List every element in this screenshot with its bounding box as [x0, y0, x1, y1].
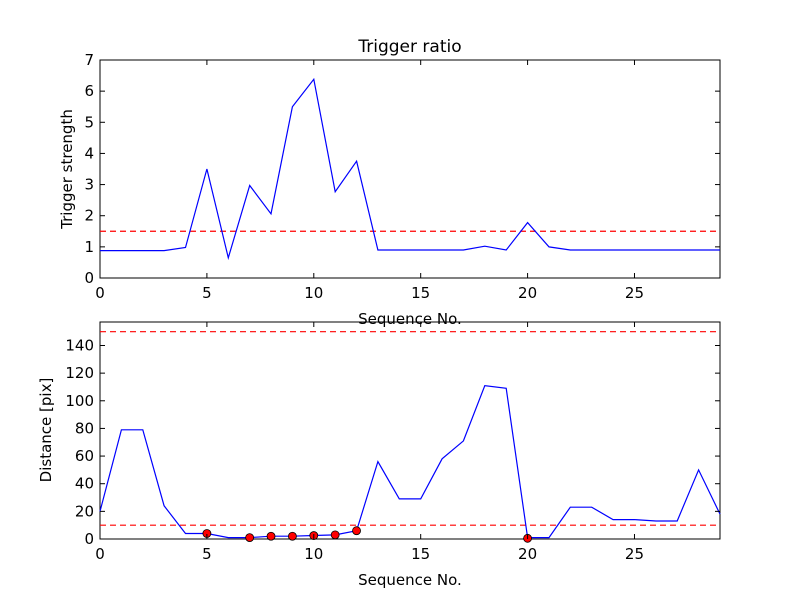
x-tick-label: 20: [518, 545, 537, 563]
x-tick-label: 25: [625, 545, 644, 563]
y-tick-label: 3: [84, 176, 94, 194]
y-tick-label: 7: [84, 51, 94, 69]
x-tick-label: 5: [202, 545, 212, 563]
series-line: [99, 384, 721, 539]
x-tick-label: 0: [95, 284, 105, 302]
y-tick-label: 80: [75, 419, 94, 437]
y-tick-label: 2: [84, 207, 94, 225]
y-tick-label: 4: [84, 144, 94, 162]
y-tick-label: 5: [84, 113, 94, 131]
plot-frame: [99, 321, 721, 540]
y-tick-label: 100: [65, 392, 94, 410]
y-tick-label: 1: [84, 238, 94, 256]
y-tick-label: 140: [65, 336, 94, 354]
x-tick-label: 15: [411, 545, 430, 563]
x-tick-label: 25: [625, 284, 644, 302]
x-axis-label: Sequence No.: [358, 571, 462, 589]
y-axis-label: Distance [pix]: [37, 378, 55, 483]
data-point-marker: [288, 531, 297, 541]
x-tick-label: 5: [202, 284, 212, 302]
x-tick-label: 10: [304, 545, 323, 563]
data-point-marker: [330, 530, 340, 540]
y-tick-label: 60: [75, 447, 94, 465]
x-tick-label: 0: [95, 545, 105, 563]
y-tick-label: 40: [75, 475, 94, 493]
x-tick-label: 20: [518, 284, 537, 302]
series-line: [100, 77, 720, 261]
y-axis-label: Trigger strength: [58, 109, 76, 230]
x-axis-label: Sequence No.: [358, 310, 462, 328]
y-tick-label: 0: [84, 530, 94, 548]
y-tick-label: 0: [84, 269, 94, 287]
trigger-ratio-panel: Trigger ratio Sequence No. Trigger stren…: [58, 37, 721, 328]
data-point-marker: [266, 531, 276, 541]
data-point-marker: [245, 533, 255, 543]
y-tick-label: 120: [65, 364, 94, 382]
data-point-marker: [352, 526, 361, 536]
y-tick-label: 20: [75, 502, 94, 520]
chart-title: Trigger ratio: [357, 37, 461, 57]
x-tick-label: 15: [411, 284, 430, 302]
distance-panel: Sequence No. Distance [pix] 0 5 10 15 20 25 0 2…: [37, 321, 721, 589]
plot-frame: [99, 59, 721, 279]
x-tick-label: 10: [304, 284, 323, 302]
y-tick-label: 6: [84, 82, 94, 100]
